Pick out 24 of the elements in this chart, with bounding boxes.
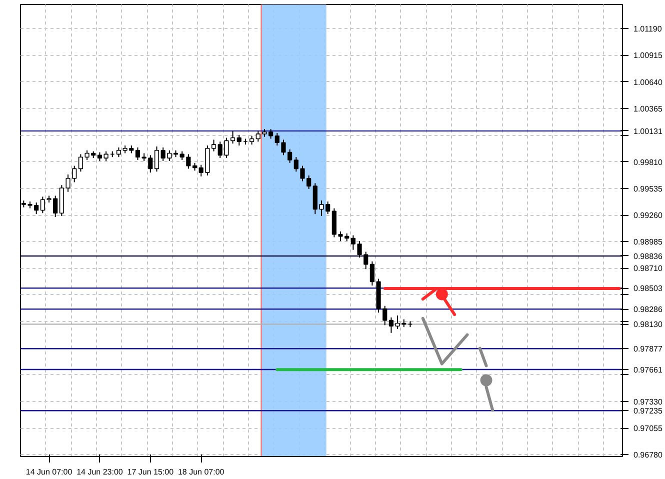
x-tick-label: 17 Jun 15:00 xyxy=(127,468,174,476)
ref-line-label: 0.98286 xyxy=(634,305,663,314)
y-tick-label: 1.01190 xyxy=(634,24,662,34)
x-tick-label: 14 Jun 07:00 xyxy=(26,468,73,476)
y-tick-label: 0.96780 xyxy=(634,450,663,460)
x-tick-label: 18 Jun 07:00 xyxy=(178,468,225,476)
y-tick-label: 0.99810 xyxy=(634,158,663,167)
y-tick-label: 1.00640 xyxy=(634,78,663,87)
x-tick-label: 14 Jun 23:00 xyxy=(76,468,124,476)
y-tick-label: 1.00365 xyxy=(634,104,663,114)
y-tick-label: 0.98985 xyxy=(634,238,663,247)
ref-line-label: 0.98130 xyxy=(634,320,663,330)
ref-line-label: 0.97235 xyxy=(634,406,663,416)
ref-line-label: 0.98503 xyxy=(634,284,663,294)
y-tick-label: 0.99535 xyxy=(634,184,663,194)
ref-line-label: 0.97661 xyxy=(634,365,663,374)
y-tick-label: 0.97330 xyxy=(634,397,663,406)
y-tick-label: 0.99260 xyxy=(634,211,663,220)
ref-line-label: 1.00131 xyxy=(634,126,663,136)
y-tick-label: 0.98710 xyxy=(634,264,663,274)
ref-line-label: 0.98836 xyxy=(634,252,663,261)
ref-line-label: 0.97877 xyxy=(634,344,663,354)
y-tick-label: 0.97055 xyxy=(634,424,663,434)
y-tick-label: 1.00915 xyxy=(634,51,663,60)
